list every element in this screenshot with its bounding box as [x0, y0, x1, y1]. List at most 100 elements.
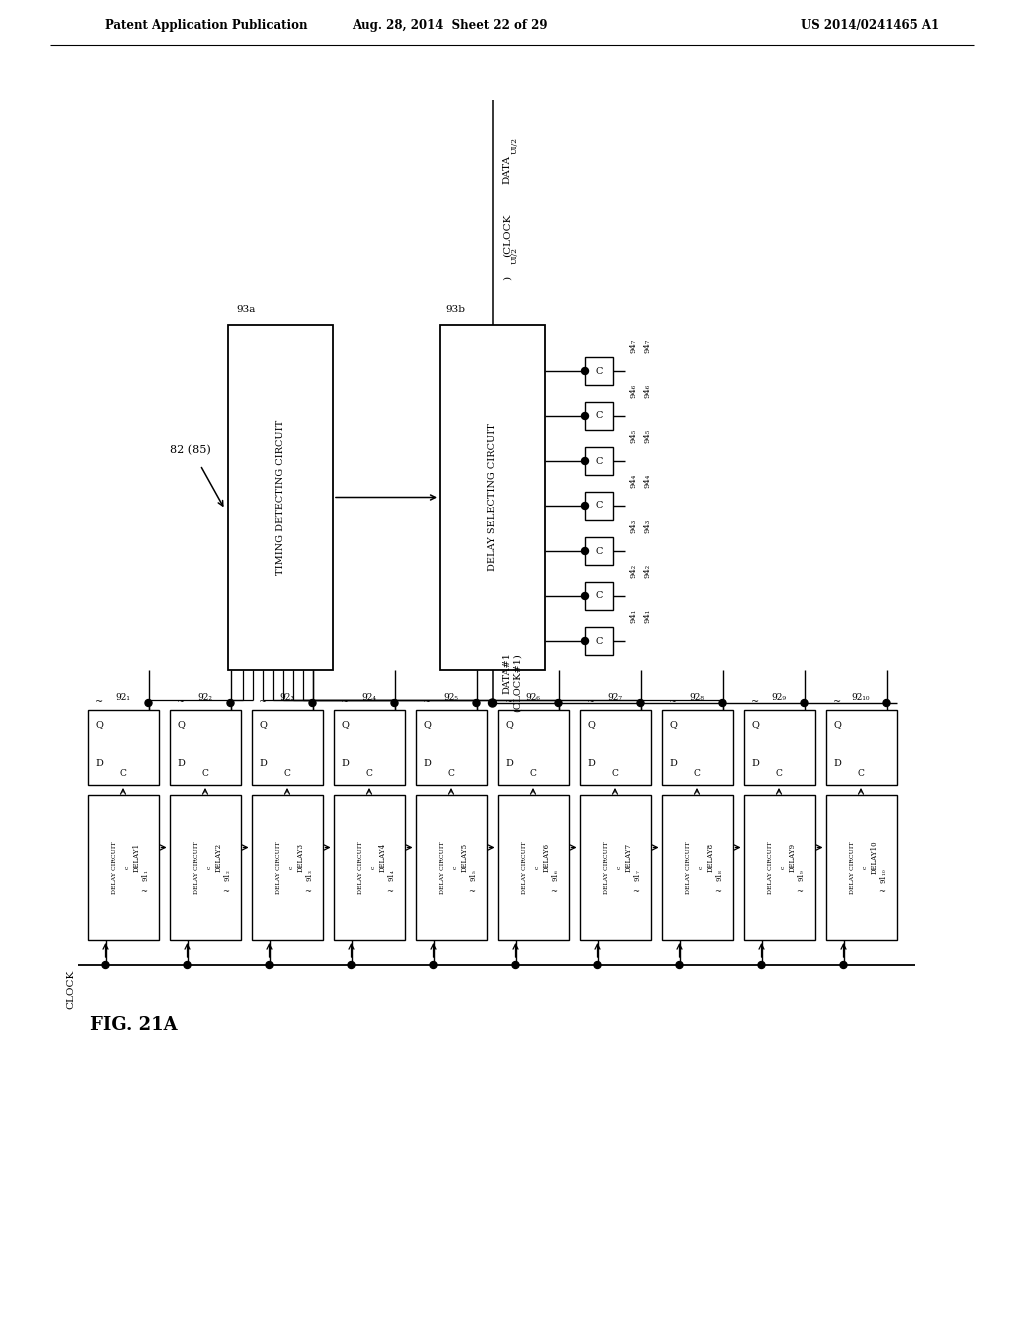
Text: 94₂: 94₂ [629, 564, 637, 578]
Text: D: D [424, 759, 431, 767]
Text: DELAY2: DELAY2 [215, 843, 223, 873]
Text: 91₂: 91₂ [223, 870, 231, 882]
Text: 91₇: 91₇ [633, 870, 641, 882]
Text: DELAY CIRCUIT: DELAY CIRCUIT [521, 841, 526, 894]
Text: 92₆: 92₆ [525, 693, 541, 702]
Text: 91₉: 91₉ [797, 870, 805, 882]
Text: DELAY10: DELAY10 [871, 841, 879, 874]
Text: 94₁: 94₁ [643, 609, 651, 623]
Circle shape [582, 458, 589, 465]
Text: 94₃: 94₃ [629, 519, 637, 533]
Bar [743, 710, 814, 785]
Text: 91₄: 91₄ [387, 870, 395, 882]
Bar [585, 403, 613, 430]
Text: DELAY3: DELAY3 [297, 843, 305, 873]
Text: 92₁₀: 92₁₀ [852, 693, 870, 702]
Text: Q: Q [342, 721, 349, 730]
Text: 94₁: 94₁ [629, 609, 637, 623]
Text: DELAY CIRCUIT: DELAY CIRCUIT [357, 841, 362, 894]
Text: C: C [611, 768, 618, 777]
Bar [585, 356, 613, 385]
Bar [662, 795, 732, 940]
Text: 92₅: 92₅ [443, 693, 459, 702]
Text: 92₉: 92₉ [771, 693, 786, 702]
Text: 91₅: 91₅ [469, 870, 477, 882]
Text: 94₇: 94₇ [629, 339, 637, 352]
Circle shape [582, 503, 589, 510]
Text: 92₁: 92₁ [116, 693, 130, 702]
Text: 91₈: 91₈ [715, 870, 723, 882]
Circle shape [594, 961, 601, 969]
Text: C: C [595, 367, 603, 375]
Text: C: C [595, 546, 603, 556]
Circle shape [227, 700, 234, 706]
Text: C: C [595, 412, 603, 421]
Text: C: C [693, 768, 700, 777]
Text: C: C [447, 768, 455, 777]
Text: 92₇: 92₇ [607, 693, 623, 702]
Text: D: D [177, 759, 185, 767]
Text: 94₆: 94₆ [629, 384, 637, 399]
Circle shape [582, 412, 589, 420]
Text: c: c [780, 866, 785, 870]
Text: ~: ~ [222, 888, 229, 896]
Text: 91₆: 91₆ [551, 870, 559, 882]
Circle shape [473, 700, 480, 706]
Text: DELAY4: DELAY4 [379, 843, 387, 873]
Text: Q: Q [752, 721, 760, 730]
Text: ~: ~ [879, 888, 886, 896]
Text: (CLOCK#1): (CLOCK#1) [512, 653, 521, 713]
Text: c: c [125, 866, 129, 870]
Text: C: C [529, 768, 537, 777]
Circle shape [719, 700, 726, 706]
Text: 94₅: 94₅ [629, 429, 637, 444]
Circle shape [637, 700, 644, 706]
Text: C: C [202, 768, 209, 777]
Bar [585, 582, 613, 610]
Bar [498, 795, 568, 940]
Text: 94₆: 94₆ [643, 384, 651, 399]
Bar [662, 710, 732, 785]
Circle shape [266, 961, 273, 969]
Text: ~: ~ [259, 697, 267, 706]
Text: Q: Q [834, 721, 842, 730]
Bar [252, 710, 323, 785]
Bar [585, 492, 613, 520]
Text: 94₄: 94₄ [629, 474, 637, 488]
Circle shape [582, 367, 589, 375]
Text: ~: ~ [386, 888, 393, 896]
Text: ~: ~ [551, 888, 557, 896]
Circle shape [555, 700, 562, 706]
Text: 93a: 93a [236, 305, 255, 314]
Bar [170, 795, 241, 940]
Text: ~: ~ [797, 888, 804, 896]
Circle shape [582, 548, 589, 554]
Bar [825, 710, 896, 785]
Text: c: c [535, 866, 540, 870]
Bar [585, 447, 613, 475]
Text: ~: ~ [304, 888, 311, 896]
Circle shape [582, 593, 589, 599]
Text: c: c [289, 866, 294, 870]
Text: DELAY1: DELAY1 [133, 843, 141, 873]
Text: C: C [595, 591, 603, 601]
Text: ~: ~ [423, 697, 431, 706]
Text: D: D [342, 759, 349, 767]
Text: ~: ~ [505, 697, 513, 706]
Text: ~: ~ [715, 888, 722, 896]
Text: FIG. 21A: FIG. 21A [90, 1016, 177, 1034]
Text: UI/2: UI/2 [511, 247, 518, 264]
Text: D: D [95, 759, 103, 767]
Text: ~: ~ [669, 697, 677, 706]
Text: DELAY CIRCUIT: DELAY CIRCUIT [194, 841, 199, 894]
Text: 94₇: 94₇ [643, 339, 651, 352]
Text: ~: ~ [587, 697, 595, 706]
Text: 93b: 93b [445, 305, 465, 314]
Text: DELAY CIRCUIT: DELAY CIRCUIT [685, 841, 690, 894]
Bar [87, 710, 159, 785]
Circle shape [758, 961, 765, 969]
Text: C: C [366, 768, 373, 777]
Text: c: c [698, 866, 703, 870]
Text: CLOCK: CLOCK [67, 970, 76, 1010]
Bar [498, 710, 568, 785]
